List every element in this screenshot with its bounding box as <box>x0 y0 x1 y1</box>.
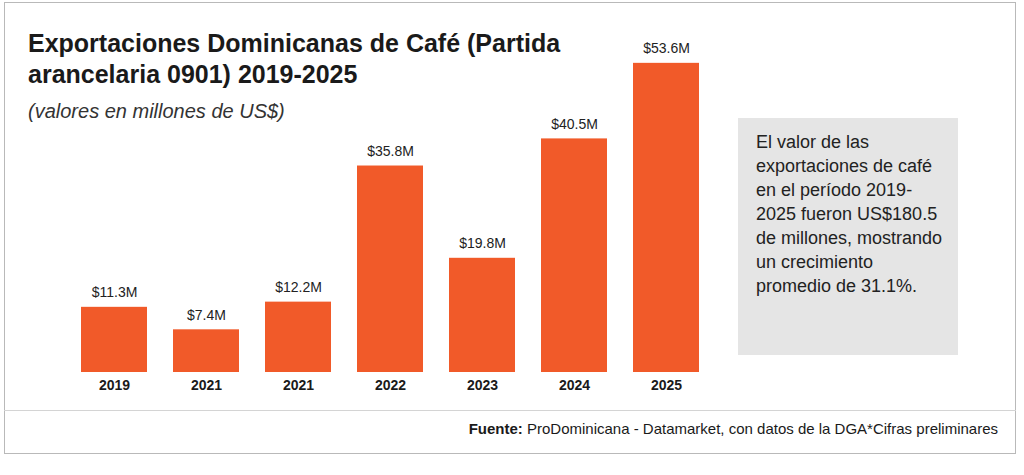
svg-text:2021: 2021 <box>283 377 314 393</box>
svg-text:$40.5M: $40.5M <box>551 116 598 132</box>
svg-text:$19.8M: $19.8M <box>459 235 506 251</box>
svg-text:2025: 2025 <box>651 377 682 393</box>
svg-text:2022: 2022 <box>375 377 406 393</box>
svg-text:2019: 2019 <box>99 377 130 393</box>
svg-text:$35.8M: $35.8M <box>367 143 414 159</box>
html-text:Fuente: ProDominicana - Datama: Fuente: ProDominicana - Datamarket, con … <box>468 420 998 437</box>
svg-text:$7.4M: $7.4M <box>187 307 226 323</box>
html-text:(valores en millones de US$): (valores en millones de US$) <box>28 100 285 122</box>
svg-text:2021: 2021 <box>191 377 222 393</box>
html-text:Exportaciones Dominicanas de C: Exportaciones Dominicanas de Café (Parti… <box>28 29 561 88</box>
svg-text:2024: 2024 <box>559 377 590 393</box>
svg-text:2023: 2023 <box>467 377 498 393</box>
svg-text:$12.2M: $12.2M <box>275 279 322 295</box>
svg-text:$11.3M: $11.3M <box>92 284 138 300</box>
html-text:El valor de las exportaciones: El valor de las exportaciones de café en… <box>756 132 943 296</box>
svg-text:$53.6M: $53.6M <box>643 40 690 56</box>
